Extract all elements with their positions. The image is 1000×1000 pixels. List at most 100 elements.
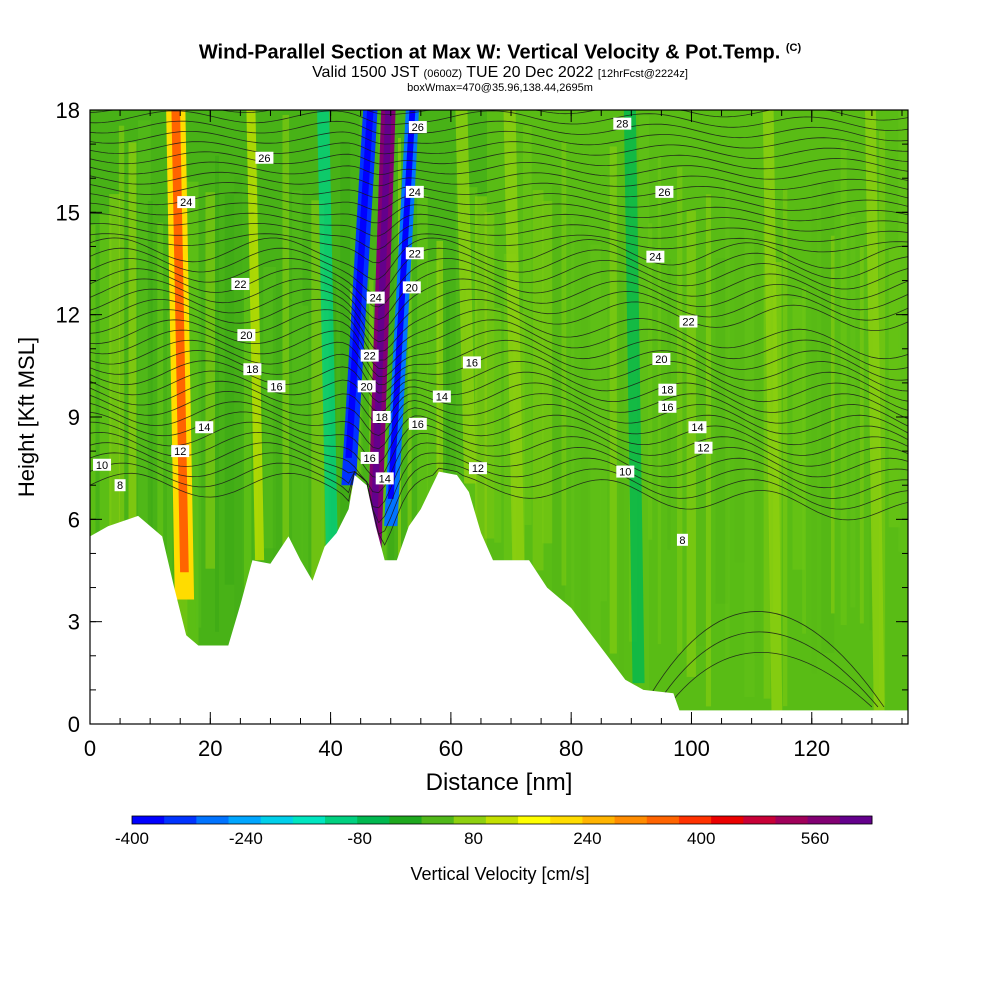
- isentrope-label-bg: [360, 349, 379, 362]
- velocity-texture-streak: [908, 264, 920, 608]
- isentrope-label: 22: [360, 349, 379, 363]
- velocity-texture-streak: [696, 304, 709, 646]
- colorbar-swatch: [389, 816, 423, 824]
- velocity-texture-streak: [523, 125, 532, 525]
- isentrope-label-text: 8: [117, 480, 123, 492]
- isentrope-label: 20: [652, 353, 671, 366]
- isentrope-label-text: 16: [661, 402, 673, 414]
- isentrope: [90, 212, 908, 237]
- isentrope-label-bg: [408, 121, 427, 134]
- colorbar-tick-label: 560: [801, 829, 829, 848]
- velocity-texture-streak: [763, 226, 771, 699]
- isentrope-label-text: 10: [96, 460, 108, 472]
- isentrope-label: 18: [658, 383, 677, 397]
- isentrope-label: 16: [658, 400, 677, 414]
- isentrope-label: 14: [375, 472, 394, 485]
- isentrope: [90, 442, 908, 509]
- plot-area: 1081214161820222426162022241418202224261…: [90, 110, 920, 724]
- chart-title: Wind-Parallel Section at Max W: Vertical…: [0, 36, 1000, 65]
- isentrope-label: 24: [405, 185, 424, 199]
- isentrope-label-bg: [468, 462, 487, 475]
- colorbar-tick-label: -80: [347, 829, 372, 848]
- isentrope-label-bg: [405, 185, 424, 198]
- velocity-texture-streak: [109, 194, 121, 666]
- isentrope: [90, 161, 908, 181]
- isentrope: [90, 141, 908, 162]
- velocity-texture-streak: [590, 244, 601, 677]
- isentrope-label-text: 10: [619, 467, 631, 479]
- isentrope-labels: 1081214161820222426162022241418202224261…: [93, 117, 713, 547]
- isentrope-label: 20: [237, 329, 256, 342]
- isentrope-label: 22: [679, 315, 698, 328]
- velocity-texture-streak: [436, 240, 444, 670]
- velocity-texture-streak: [600, 295, 608, 602]
- terrain-mask: [90, 471, 908, 724]
- isentrope-label-bg: [658, 400, 677, 413]
- colorbar-tick-label: -240: [229, 829, 263, 848]
- y-tick-label: 0: [68, 712, 80, 737]
- y-tick-label: 6: [68, 507, 80, 532]
- velocity-texture-streak: [359, 117, 363, 708]
- colorbar-swatch: [550, 816, 583, 824]
- isentrope-label-bg: [366, 291, 385, 304]
- isentrope-label-text: 18: [376, 412, 388, 424]
- isentrope: [90, 452, 908, 524]
- velocity-texture-streak: [484, 212, 495, 539]
- velocity-texture-streak: [831, 235, 835, 614]
- velocity-texture-streak: [243, 281, 252, 632]
- isentrope: [90, 171, 908, 191]
- isentrope-label-bg: [93, 458, 112, 471]
- velocity-texture-streak: [292, 190, 303, 584]
- isentrope: [90, 130, 908, 152]
- colorbar-swatch: [614, 816, 648, 824]
- colorbar-frame: [131, 815, 873, 825]
- colorbar-tick-label: 240: [573, 829, 601, 848]
- isentrope-label-text: 8: [679, 535, 685, 547]
- velocity-texture-streak: [195, 290, 202, 628]
- velocity-texture-streak: [215, 155, 220, 632]
- velocity-texture-streak: [532, 190, 544, 571]
- isentrope: [90, 329, 908, 381]
- isentrope-label-bg: [613, 117, 632, 130]
- velocity-texture-streak: [725, 182, 730, 659]
- isentrope-label-text: 12: [174, 446, 186, 458]
- velocity-texture-streak: [657, 155, 662, 645]
- colorbar-swatch: [228, 816, 262, 824]
- colorbar-label: Vertical Velocity [cm/s]: [410, 864, 589, 884]
- colorbar-swatch: [453, 816, 487, 824]
- velocity-texture-streak: [686, 210, 696, 677]
- velocity-texture-streak: [166, 311, 173, 633]
- colorbar-swatch: [357, 816, 390, 824]
- colorbar-swatch: [518, 816, 551, 824]
- velocity-texture-streak: [147, 200, 153, 529]
- valid-time: Valid 1500 JST: [312, 63, 420, 81]
- isentrope: [90, 120, 908, 142]
- isentrope-label-bg: [114, 479, 126, 492]
- isentrope-label-text: 14: [379, 473, 391, 485]
- isentrope-label-text: 16: [364, 453, 376, 465]
- isentrope-label-bg: [237, 329, 256, 342]
- velocity-texture-streak: [859, 245, 864, 624]
- isentrope-label-text: 14: [691, 422, 703, 434]
- isentrope: [90, 288, 908, 343]
- colorbar-tick-label: -400: [115, 829, 149, 848]
- velocity-texture-streak: [850, 216, 856, 608]
- velocity-texture-streak: [407, 127, 412, 642]
- colorbar-swatch: [807, 816, 841, 824]
- isentrope: [90, 182, 908, 201]
- isentrope-label-bg: [177, 196, 196, 209]
- velocity-texture-streak: [205, 192, 216, 569]
- isentrope-label-text: 22: [682, 316, 694, 328]
- isentrope-label: 26: [255, 151, 274, 165]
- y-axis-label: Height [Kft MSL]: [14, 337, 39, 497]
- velocity-texture-streak: [888, 247, 901, 528]
- velocity-texture-streak: [455, 172, 465, 718]
- box-info: boxWmax=470@35.96,138.44,2695m: [407, 81, 593, 94]
- isentrope: [90, 192, 908, 211]
- velocity-texture-streak: [369, 280, 374, 552]
- velocity-band: [455, 110, 477, 484]
- isentrope-label-bg: [655, 185, 674, 198]
- isentrope-label-bg: [652, 353, 671, 366]
- colorbar-swatch: [839, 816, 873, 824]
